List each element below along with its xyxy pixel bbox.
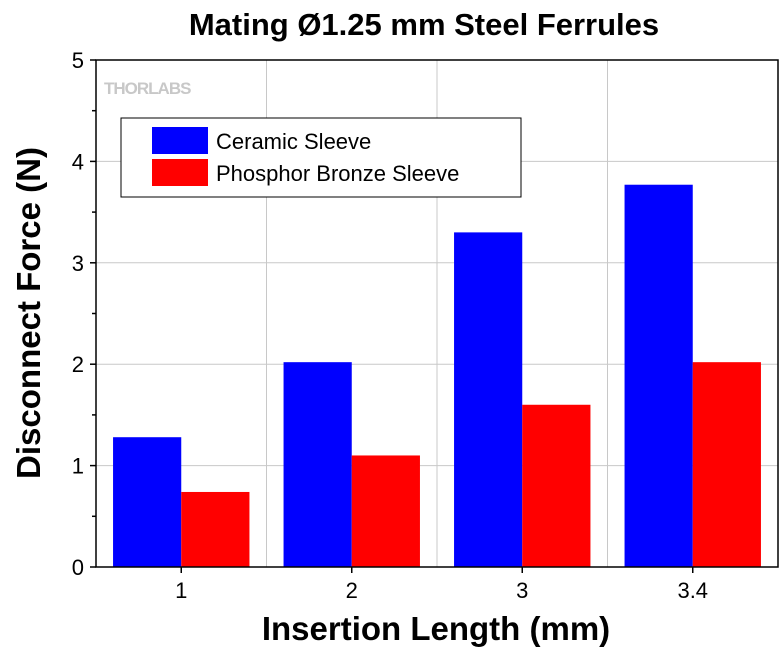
legend-swatch-ceramic <box>152 127 208 154</box>
y-tick-label: 3 <box>72 251 84 276</box>
x-tick-label: 1 <box>175 578 187 603</box>
y-tick-label: 1 <box>72 454 84 479</box>
axes: 0 1 2 3 4 5 1 2 3 3.4 <box>72 48 708 603</box>
x-tick-label: 3 <box>516 578 528 603</box>
bar-bronze <box>351 455 420 567</box>
bar-bronze <box>181 491 250 567</box>
bars <box>113 184 761 568</box>
legend: Ceramic Sleeve Phosphor Bronze Sleeve <box>120 117 522 198</box>
bar-ceramic <box>283 362 352 567</box>
legend-label-ceramic: Ceramic Sleeve <box>216 129 371 154</box>
y-tick-label: 0 <box>72 555 84 580</box>
chart-title: Mating Ø1.25 mm Steel Ferrules <box>189 7 659 42</box>
y-axis-label: Disconnect Force (N) <box>10 147 47 479</box>
legend-label-bronze: Phosphor Bronze Sleeve <box>216 161 459 186</box>
watermark-logo: THORLABS <box>104 79 191 98</box>
y-tick-label: 4 <box>72 149 84 174</box>
x-tick-label: 2 <box>346 578 358 603</box>
legend-swatch-bronze <box>152 159 208 186</box>
bar-bronze <box>522 404 591 567</box>
x-axis-label: Insertion Length (mm) <box>262 610 610 647</box>
bar-ceramic <box>454 232 523 567</box>
bar-bronze <box>692 362 761 567</box>
y-tick-label: 2 <box>72 352 84 377</box>
bar-ceramic <box>624 184 693 568</box>
bar-ceramic <box>113 437 182 567</box>
x-tick-label: 3.4 <box>677 578 708 603</box>
y-tick-label: 5 <box>72 48 84 73</box>
